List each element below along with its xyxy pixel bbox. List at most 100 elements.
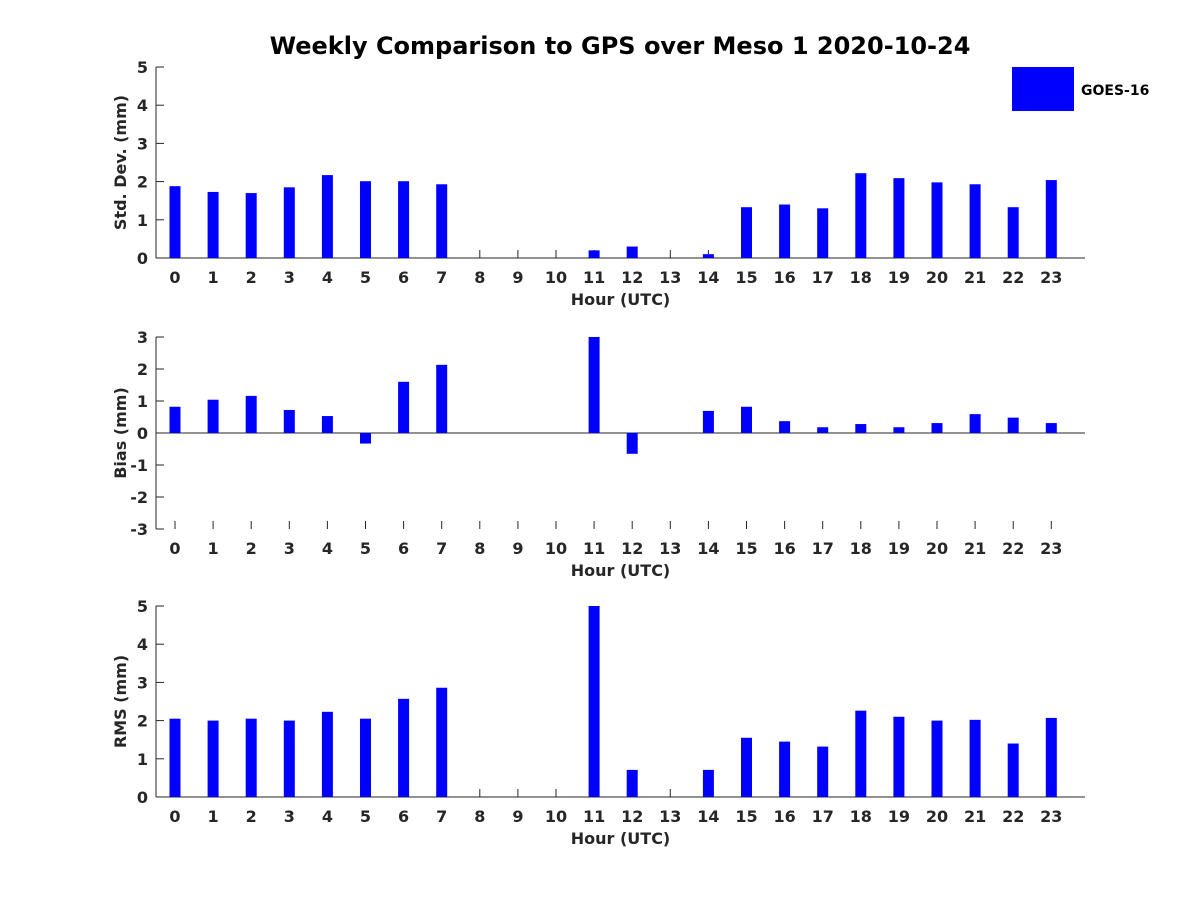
x-axis-label: Hour (UTC): [571, 290, 671, 309]
legend: GOES-16: [1012, 67, 1149, 111]
x-tick-label: 21: [964, 268, 986, 287]
bar: [321, 416, 333, 433]
x-tick-label: 13: [659, 268, 681, 287]
y-tick-label: 1: [137, 211, 148, 230]
x-tick-label: 7: [436, 539, 447, 558]
bar: [779, 421, 791, 433]
x-tick-label: 13: [659, 539, 681, 558]
x-tick-label: 11: [583, 539, 605, 558]
x-tick-label: 23: [1040, 268, 1062, 287]
x-tick-label: 10: [545, 807, 567, 826]
bar: [245, 718, 257, 797]
x-tick-label: 14: [697, 268, 719, 287]
bar: [1007, 207, 1019, 258]
x-tick-label: 16: [773, 807, 795, 826]
bar: [626, 433, 638, 454]
x-tick-label: 10: [545, 268, 567, 287]
x-tick-label: 20: [926, 807, 948, 826]
x-tick-label: 15: [735, 268, 757, 287]
bar: [969, 719, 981, 797]
x-tick-label: 19: [888, 268, 910, 287]
x-tick-label: 4: [322, 807, 333, 826]
bar: [855, 424, 867, 433]
x-tick-label: 15: [735, 807, 757, 826]
y-tick-label: 5: [137, 597, 148, 616]
bar: [931, 182, 943, 258]
y-tick-label: 4: [137, 635, 148, 654]
x-tick-label: 4: [322, 539, 333, 558]
y-tick-label: 2: [137, 360, 148, 379]
x-tick-label: 17: [812, 807, 834, 826]
bar: [245, 193, 257, 258]
x-tick-label: 5: [360, 539, 371, 558]
x-tick-label: 0: [169, 268, 180, 287]
y-tick-label: 2: [137, 173, 148, 192]
bar: [855, 710, 867, 797]
bar: [245, 395, 257, 433]
x-tick-label: 6: [398, 539, 409, 558]
x-axis-label: Hour (UTC): [571, 561, 671, 580]
bar: [283, 409, 295, 433]
x-tick-label: 3: [284, 807, 295, 826]
y-tick-label: 2: [137, 712, 148, 731]
x-tick-label: 11: [583, 268, 605, 287]
x-axis-label: Hour (UTC): [571, 829, 671, 848]
bar: [207, 720, 219, 797]
x-tick-label: 13: [659, 807, 681, 826]
bar: [588, 250, 600, 258]
x-tick-label: 9: [512, 268, 523, 287]
x-tick-label: 7: [436, 807, 447, 826]
bar: [169, 406, 181, 433]
x-tick-label: 21: [964, 807, 986, 826]
x-tick-label: 6: [398, 268, 409, 287]
y-tick-label: 3: [137, 328, 148, 347]
y-tick-label: 3: [137, 673, 148, 692]
x-tick-label: 18: [850, 807, 872, 826]
x-tick-label: 9: [512, 539, 523, 558]
x-tick-label: 4: [322, 268, 333, 287]
bar: [626, 246, 638, 258]
x-tick-label: 5: [360, 807, 371, 826]
x-tick-label: 8: [474, 268, 485, 287]
bar: [817, 427, 829, 433]
bar: [360, 181, 371, 258]
bar: [321, 711, 333, 797]
bar: [398, 698, 410, 797]
x-tick-label: 23: [1040, 539, 1062, 558]
x-tick-label: 11: [583, 807, 605, 826]
x-tick-label: 1: [208, 807, 219, 826]
y-tick-label: 0: [137, 788, 148, 807]
bar: [893, 178, 905, 258]
legend-label: GOES-16: [1081, 83, 1149, 99]
bar: [779, 741, 791, 797]
bar: [779, 204, 791, 258]
x-tick-label: 1: [208, 539, 219, 558]
bar: [207, 399, 219, 433]
x-tick-label: 14: [697, 807, 719, 826]
y-tick-label: -3: [130, 520, 148, 539]
y-tick-label: 0: [137, 424, 148, 443]
bar: [1045, 717, 1057, 797]
x-tick-label: 20: [926, 539, 948, 558]
y-tick-label: 5: [137, 58, 148, 77]
bar: [436, 184, 448, 258]
bar: [436, 364, 448, 433]
bar: [588, 606, 600, 797]
x-tick-label: 8: [474, 807, 485, 826]
bar: [283, 720, 295, 797]
y-tick-label: 4: [137, 96, 148, 115]
bar: [893, 427, 905, 433]
x-tick-label: 0: [169, 807, 180, 826]
bar: [398, 381, 410, 433]
y-tick-label: 0: [137, 249, 148, 268]
x-tick-label: 10: [545, 539, 567, 558]
bar: [1007, 743, 1019, 797]
x-tick-label: 0: [169, 539, 180, 558]
bar: [360, 433, 371, 444]
x-tick-label: 19: [888, 807, 910, 826]
x-tick-label: 1: [208, 268, 219, 287]
bar: [741, 207, 752, 258]
